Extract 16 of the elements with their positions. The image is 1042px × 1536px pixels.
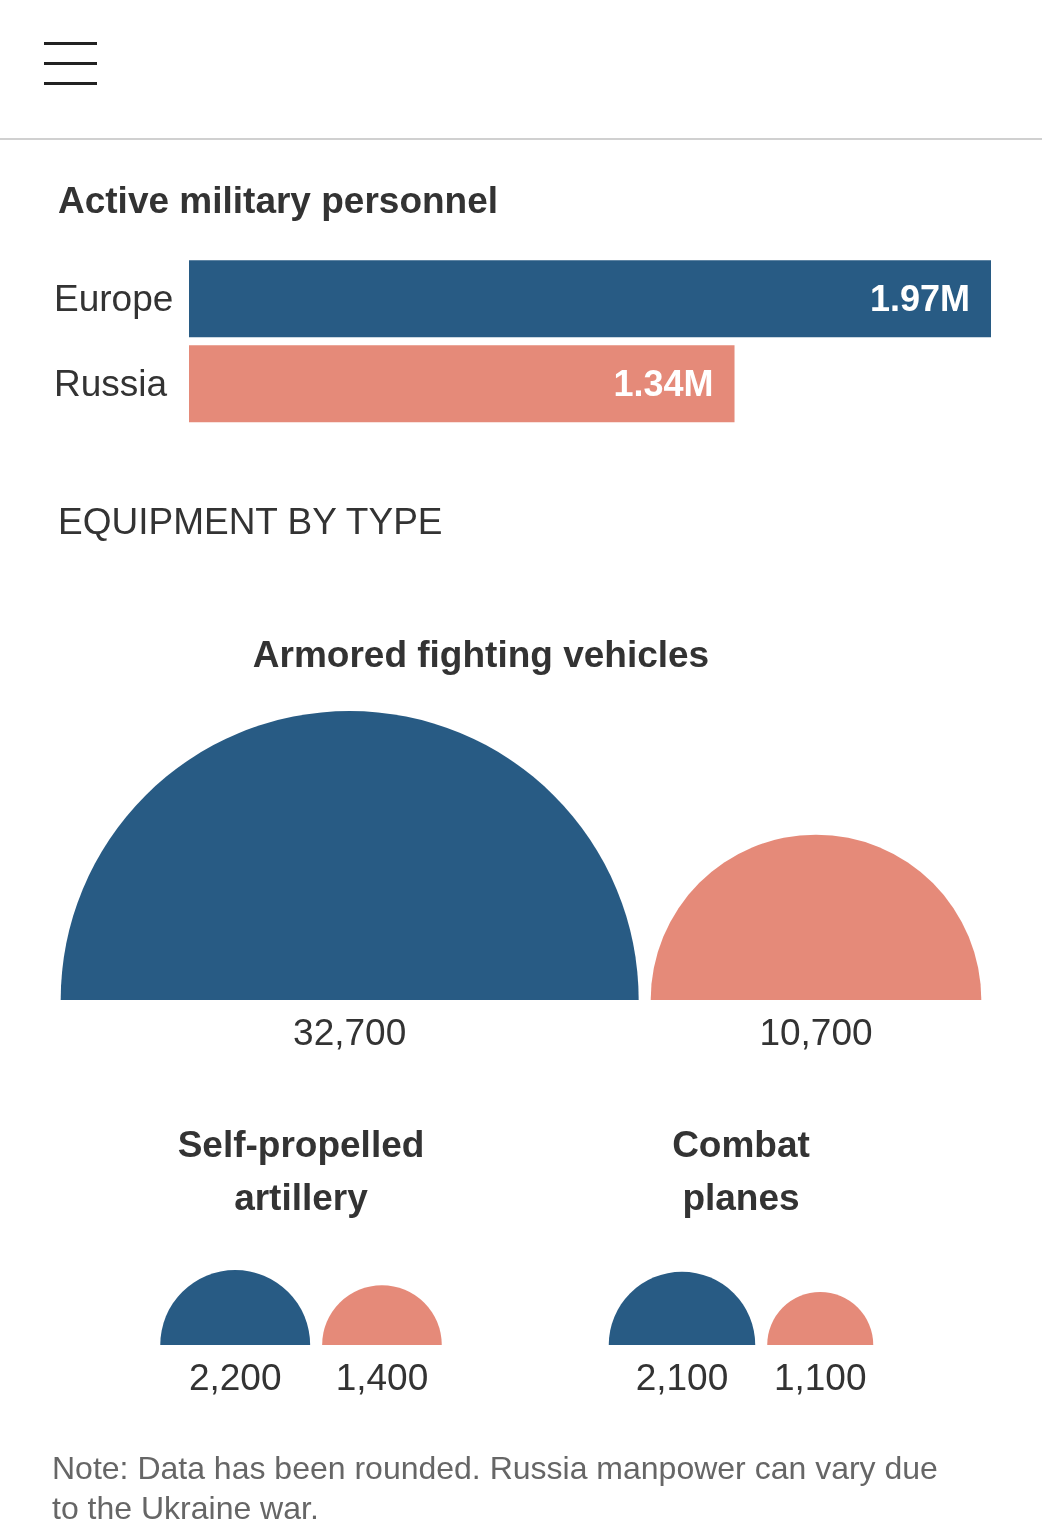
data-label: 2,200 bbox=[188, 1356, 282, 1400]
data-label: 1.34M bbox=[613, 363, 714, 405]
y-tick-label: Russia bbox=[54, 363, 168, 404]
data-label: 2,100 bbox=[635, 1356, 729, 1400]
y-tick-label: Europe bbox=[54, 278, 174, 319]
data-label: 32,700 bbox=[293, 1011, 407, 1055]
text: Combat planes bbox=[672, 1124, 810, 1218]
chart-title: Active military personnel bbox=[58, 179, 499, 223]
text: Armored fighting vehicles bbox=[252, 634, 710, 675]
data-label: 1,400 bbox=[335, 1356, 429, 1400]
data-label: 1.97M bbox=[869, 278, 970, 320]
text: Self-propelled artillery bbox=[177, 1124, 425, 1218]
text: EQUIPMENT BY TYPE bbox=[58, 500, 443, 544]
data-label: 10,700 bbox=[759, 1011, 873, 1055]
data-label: 1,100 bbox=[773, 1356, 867, 1400]
text: Note: Data has been rounded. Russia manpower can vary due to the Ukraine war. bbox=[52, 1449, 939, 1528]
